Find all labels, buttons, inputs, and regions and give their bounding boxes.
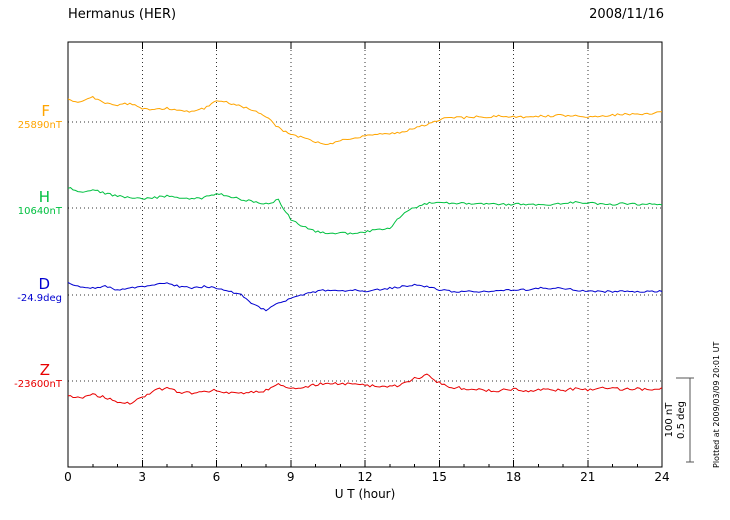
x-tick-label-3: 3 xyxy=(138,470,147,484)
x-tick-label-21: 21 xyxy=(580,470,596,484)
series-baseline-D: -24.9deg xyxy=(17,292,62,304)
x-tick-label-12: 12 xyxy=(357,470,373,484)
x-tick-label-24: 24 xyxy=(654,470,670,484)
scale-bar-labels: 100 nT 0.5 deg xyxy=(664,378,688,462)
plotted-at-note: Plotted at 2009/03/09 20:01 UT xyxy=(712,341,721,468)
series-baseline-H: 10640nT xyxy=(17,205,62,217)
series-label-Z: Z -23600nT xyxy=(4,361,62,391)
trace-Z xyxy=(67,373,663,405)
trace-F xyxy=(67,95,663,146)
plot-border xyxy=(67,41,663,468)
gridlines xyxy=(141,42,589,467)
trace-H xyxy=(67,187,663,235)
date-label: 2008/11/16 xyxy=(589,7,664,22)
series-letter-Z: Z xyxy=(39,361,50,380)
scale-label-deg: 0.5 deg xyxy=(676,401,687,439)
trace-D xyxy=(67,281,663,312)
station-title: Hermanus (HER) xyxy=(68,7,177,22)
series-label-F: F 25890nT xyxy=(4,102,62,132)
x-tick-label-0: 0 xyxy=(64,470,72,484)
x-tick-label-18: 18 xyxy=(505,470,522,484)
x-tick-label-6: 6 xyxy=(212,470,221,484)
series-label-H: H 10640nT xyxy=(4,188,62,218)
x-tick-label-15: 15 xyxy=(431,470,447,484)
x-axis-label: U T (hour) xyxy=(334,487,396,501)
x-tick-label-9: 9 xyxy=(286,470,295,484)
scale-bar xyxy=(676,377,694,463)
series-baseline-Z: -23600nT xyxy=(14,379,62,391)
series-label-D: D -24.9deg xyxy=(4,275,62,305)
series-letter-H: H xyxy=(38,187,50,206)
series-letter-F: F xyxy=(41,101,50,120)
scale-label-nt: 100 nT xyxy=(664,402,675,438)
baselines xyxy=(68,121,662,382)
series-letter-D: D xyxy=(38,274,50,293)
series-baseline-F: 25890nT xyxy=(17,119,62,131)
